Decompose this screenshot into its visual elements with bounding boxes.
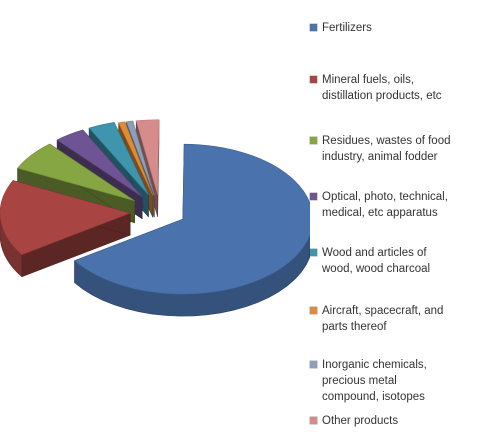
legend: Fertilizers Mineral fuels, oils, distilla… xyxy=(310,0,480,440)
legend-label: Aircraft, spacecraft, and parts thereof xyxy=(322,305,444,333)
legend-label: Other products xyxy=(322,415,399,427)
legend-item: Residues, wastes of food industry, anima… xyxy=(310,133,478,165)
legend-label: Optical, photo, technical, medical, etc … xyxy=(322,191,448,219)
legend-swatch xyxy=(310,76,317,83)
legend-label: Residues, wastes of food industry, anima… xyxy=(322,135,451,163)
legend-swatch xyxy=(310,193,317,200)
legend-swatch xyxy=(310,417,317,424)
legend-label: Wood and articles of wood, wood charcoal xyxy=(322,247,431,275)
legend-item: Mineral fuels, oils, distillation produc… xyxy=(310,72,478,104)
legend-label: Inorganic chemicals, precious metal comp… xyxy=(322,359,427,403)
legend-item: Other products xyxy=(310,413,478,429)
pie-slice xyxy=(0,180,131,278)
legend-swatch xyxy=(310,307,317,314)
legend-label: Mineral fuels, oils, distillation produc… xyxy=(322,74,442,102)
legend-label: Fertilizers xyxy=(322,22,372,34)
legend-item: Inorganic chemicals, precious metal comp… xyxy=(310,357,478,405)
legend-swatch xyxy=(310,249,317,256)
legend-item: Wood and articles of wood, wood charcoal xyxy=(310,245,478,277)
legend-item: Aircraft, spacecraft, and parts thereof xyxy=(310,303,478,335)
legend-swatch xyxy=(310,137,317,144)
legend-swatch xyxy=(310,361,317,368)
pie-plot-area xyxy=(0,119,310,317)
legend-item: Optical, photo, technical, medical, etc … xyxy=(310,189,478,221)
legend-item: Fertilizers xyxy=(310,20,478,36)
pie-slice xyxy=(74,143,310,317)
legend-swatch xyxy=(310,24,317,31)
